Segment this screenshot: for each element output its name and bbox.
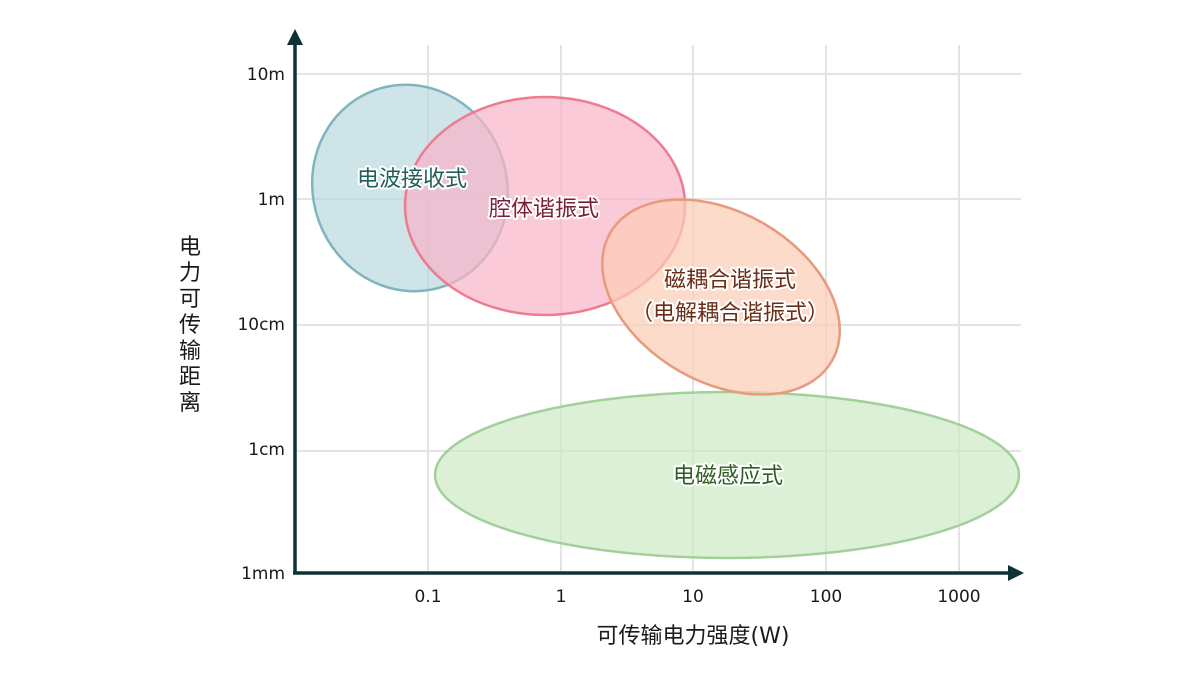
y-tick-10m: 10m <box>247 65 285 85</box>
regions <box>310 83 1021 560</box>
label-magnetic-resonance-line2: （电解耦合谐振式） <box>631 301 829 326</box>
region-labels: 电波接收式 腔体谐振式 磁耦合谐振式 （电解耦合谐振式） 电磁感应式 <box>355 165 831 491</box>
y-tick-1cm: 1cm <box>248 440 285 460</box>
x-tick-labels: 0.1 1 10 100 1000 <box>414 587 980 607</box>
label-electromagnetic-induction: 电磁感应式 <box>673 464 783 489</box>
label-cavity-resonance: 腔体谐振式 <box>489 197 599 222</box>
y-tick-1mm: 1mm <box>241 564 285 584</box>
region-radio-wave <box>433 390 1021 560</box>
label-magnetic-resonance-line1: 磁耦合谐振式 <box>664 268 796 293</box>
y-axis-arrow-icon <box>287 29 303 45</box>
x-axis-arrow-icon <box>1008 565 1024 581</box>
y-tick-1m: 1m <box>258 190 285 210</box>
x-tick-1000: 1000 <box>937 587 980 607</box>
y-tick-10cm: 10cm <box>237 315 285 335</box>
region-magnetic-resonance <box>601 198 841 396</box>
x-tick-10: 10 <box>682 587 704 607</box>
x-tick-1: 1 <box>556 587 567 607</box>
y-axis-title-char: 电 <box>179 235 201 260</box>
x-tick-0.1: 0.1 <box>414 587 441 607</box>
y-axis-title-char: 传 <box>179 313 201 338</box>
y-axis-title-char: 力 <box>179 261 201 286</box>
x-axis-title: 可传输电力强度(W) <box>597 624 790 649</box>
y-axis-title-char: 可 <box>179 287 201 312</box>
label-radio-reception: 电波接收式 <box>357 167 467 192</box>
y-axis-title-char: 离 <box>179 391 201 416</box>
y-axis-title-char: 距 <box>179 365 201 390</box>
y-axis-title-char: 输 <box>179 339 201 364</box>
x-tick-100: 100 <box>810 587 842 607</box>
y-tick-labels: 10m 1m 10cm 1cm 1mm <box>237 65 285 584</box>
axes <box>287 29 1024 581</box>
